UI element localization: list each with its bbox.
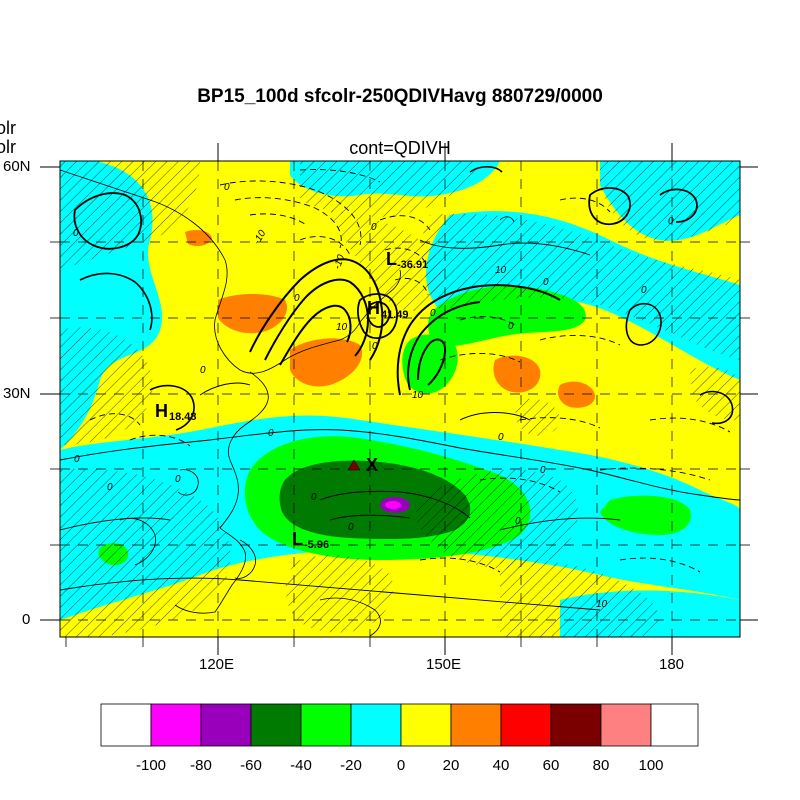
figure-title: BP15_100d sfcolr-250QDIVHavg 880729/0000 <box>197 86 603 107</box>
colorbar-label: -100 <box>135 757 167 774</box>
contour-label: 0 <box>107 482 113 493</box>
low-center-value: -36.91 <box>397 259 428 271</box>
low-center-letter: L <box>386 249 397 269</box>
contour-label: 0 <box>73 228 79 239</box>
contour-label: 0 <box>74 454 80 465</box>
contour-label: 0 <box>311 492 317 503</box>
orange-region-4 <box>558 381 596 408</box>
colorbar-swatch <box>250 703 302 747</box>
colorbar-label: -40 <box>290 757 312 774</box>
magenta-core <box>385 501 401 509</box>
lat-label-60n: 60N <box>3 158 31 175</box>
orange-region-2 <box>290 338 363 387</box>
contour-label: 0 <box>175 474 181 485</box>
contour-label: 10 <box>596 599 608 610</box>
colorbar-label: -20 <box>340 757 362 774</box>
high-center-letter: H <box>367 298 380 318</box>
colorbar-label: 40 <box>492 757 510 774</box>
colorbar-swatch <box>450 703 502 747</box>
map-field: 0 -10 0 -10 0 10 0 10 0 0 10 0 0 0 0 0 0… <box>60 161 740 637</box>
colorbar-swatch <box>600 703 652 747</box>
colorbar-swatch <box>100 703 152 747</box>
lat-label-0: 0 <box>22 611 31 628</box>
contour-label: 0 <box>498 432 504 443</box>
contour-label: 0 <box>641 285 647 296</box>
minor-ticks <box>50 241 750 647</box>
contour-label: 0 <box>371 222 377 233</box>
contour-label: 0 <box>543 277 549 288</box>
left-label-fragment-1: olr <box>0 118 17 138</box>
location-marker-label: X <box>366 455 378 475</box>
contour-label: 0 <box>200 365 206 376</box>
contour-label: 10 <box>336 322 348 333</box>
graticule <box>60 161 740 637</box>
orange-region-1 <box>218 294 288 334</box>
high-center-letter: H <box>155 401 168 421</box>
low-center-value: -5.96 <box>304 539 329 551</box>
colorbar <box>100 703 699 747</box>
left-label-fragment-2: olr <box>0 137 17 157</box>
colorbar-label: -60 <box>240 757 262 774</box>
contour-labels: 0 -10 0 -10 0 10 0 10 0 0 10 0 0 0 0 0 0… <box>73 182 674 610</box>
contour-label: -10 <box>332 253 347 271</box>
contour-label: 0 <box>224 182 230 193</box>
contour-label: 0 <box>430 308 436 319</box>
location-marker-triangle <box>347 459 361 471</box>
colorbar-label: 60 <box>542 757 560 774</box>
green-region-jet <box>402 334 458 394</box>
colorbar-swatch <box>550 703 602 747</box>
map-frame <box>59 160 741 638</box>
colorbar-swatch <box>200 703 252 747</box>
contour-label: 0 <box>348 522 354 533</box>
low-center-letter: L <box>292 529 303 549</box>
lon-label-180: 180 <box>659 656 685 673</box>
pressure-centers: L -36.91 H 41.49 H 18.48 L -5.96 <box>155 249 428 551</box>
high-center-value: 41.49 <box>381 309 409 321</box>
colorbar-swatch <box>400 703 452 747</box>
contour-label: 0 <box>294 293 300 304</box>
contour-label: 0 <box>268 428 274 439</box>
high-center-value: 18.48 <box>169 411 197 423</box>
contour-label: 0 <box>372 341 378 352</box>
contour-label: 10 <box>495 265 507 276</box>
contour-label: 10 <box>412 390 424 401</box>
colorbar-label: 20 <box>442 757 460 774</box>
contour-label: 0 <box>668 216 674 227</box>
colorbar-swatch <box>650 703 699 747</box>
contour-subtitle: cont=QDIVH <box>349 138 451 158</box>
contour-label: 0 <box>508 321 514 332</box>
colorbar-swatch <box>350 703 402 747</box>
green-region-east <box>600 495 691 535</box>
contour-lines <box>60 165 740 611</box>
colorbar-swatch <box>500 703 552 747</box>
lon-label-120e: 120E <box>199 656 235 673</box>
colorbar-label: 80 <box>592 757 610 774</box>
lat-label-30n: 30N <box>3 385 31 402</box>
colorbar-label: -80 <box>190 757 212 774</box>
axis-ticks <box>40 143 758 655</box>
colorbar-label: 0 <box>396 757 406 774</box>
colorbar-swatch <box>300 703 352 747</box>
contour-label: 0 <box>540 465 546 476</box>
colorbar-label: 100 <box>638 757 664 774</box>
lon-label-150e: 150E <box>426 656 462 673</box>
contour-label: 0 <box>515 516 521 527</box>
colorbar-swatch <box>150 703 202 747</box>
orange-region-3 <box>493 355 541 393</box>
